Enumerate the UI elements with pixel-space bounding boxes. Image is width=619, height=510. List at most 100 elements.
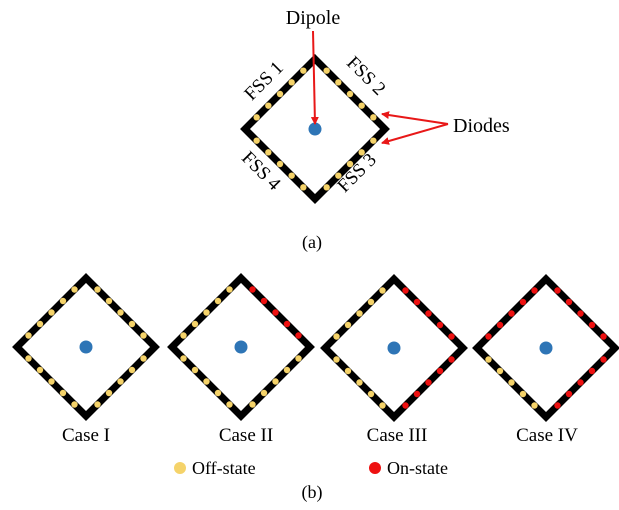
a-diode-off [300, 67, 307, 74]
case-1-diamond [12, 273, 160, 421]
case-2-diode-on [295, 332, 302, 339]
case-3-diode-on [425, 379, 432, 386]
case-3-diode-on [436, 321, 444, 329]
case-1-diode-off [71, 401, 78, 408]
legend-off-swatch [174, 462, 186, 474]
diodes-arrow-upper [381, 111, 449, 125]
caption-a: (a) [302, 232, 322, 253]
case-4-diode-on [600, 356, 607, 363]
a-diode-off [370, 114, 377, 121]
case-4-label: Case IV [516, 425, 578, 446]
legend-on-swatch [369, 462, 381, 474]
case-3-label: Case III [367, 425, 428, 446]
case-4-diode-off [496, 367, 504, 375]
case-2-diode-off [226, 401, 233, 408]
case-3-diode-off [344, 367, 352, 375]
a-diode-off [253, 114, 260, 121]
a-diode-off [358, 102, 365, 109]
case-4-diode-off [531, 402, 538, 409]
a-diode-off [346, 160, 354, 168]
case-4-diode-on [588, 321, 596, 329]
a-diode-off [265, 102, 272, 109]
case-1-diode-off [25, 355, 32, 362]
a-diode-off [358, 149, 365, 156]
case-3-diode-on [436, 367, 444, 375]
case-1-diode-off [36, 320, 44, 328]
case-3-diode-on [448, 333, 455, 340]
case-2-diode-on [260, 297, 268, 305]
case-1-diode-off [59, 389, 67, 397]
case-4-diode-on [554, 402, 561, 409]
a-diode-off [288, 172, 295, 179]
a-diode-off [276, 160, 284, 168]
legend-on-label: On-state [387, 458, 448, 478]
diodes-label: Diodes [453, 115, 510, 137]
a-diode-off [346, 90, 354, 98]
a-diode-off [265, 149, 272, 156]
a-diode-off [300, 184, 307, 191]
fss-4-label: FSS 4 [237, 147, 285, 195]
case-3-diode-on [448, 356, 455, 363]
case-2-diamond [167, 273, 315, 421]
case-2-diode-off [191, 366, 199, 374]
case-3-diode-on [402, 402, 409, 409]
case-4-diode-on [577, 310, 584, 317]
case-4-diode-on [565, 298, 573, 306]
a-dipole [308, 122, 322, 136]
case-4-diode-on [508, 310, 515, 317]
case-1-dipole [79, 340, 93, 354]
dipole-label: Dipole [286, 7, 341, 29]
case-1-diode-off [59, 297, 67, 305]
a-diode-off [276, 90, 284, 98]
case-2-diode-off [180, 332, 187, 339]
case-2-diode-on [272, 309, 279, 316]
a-diode-off [335, 79, 342, 86]
panel-b: Case I Case II Case III Case IV Off-stat… [12, 273, 619, 503]
case-4-diode-on [485, 333, 492, 340]
case-1-diode-off [117, 309, 124, 316]
case-3-diode-off [379, 287, 386, 294]
case-2-diode-off [203, 309, 210, 316]
case-2-diode-off [214, 389, 222, 397]
case-1-diode-off [48, 309, 55, 316]
case-4-diode-on [588, 367, 596, 375]
case-2-diode-off [283, 366, 291, 374]
case-4-diode-on [600, 333, 607, 340]
case-2-diode-off [295, 355, 302, 362]
case-1-diode-off [117, 378, 124, 385]
legend-off-label: Off-state [192, 458, 256, 478]
case-1-diode-off [105, 297, 113, 305]
case-3-diode-off [379, 402, 386, 409]
case-4-diode-off [485, 356, 492, 363]
case-4-dipole [539, 341, 553, 355]
case-2-label: Case II [219, 425, 273, 446]
case-2-diode-off [180, 355, 187, 362]
case-3-diode-off [367, 390, 375, 398]
a-diode-off [253, 137, 260, 144]
case-4-diode-on [531, 287, 538, 294]
case-4-diode-on [554, 287, 561, 294]
case-3-diode-on [425, 310, 432, 317]
case-1-label: Case I [62, 425, 110, 446]
case-1-diode-off [71, 286, 78, 293]
diamond-a [240, 54, 390, 204]
case-2-diode-off [272, 378, 279, 385]
case-4-diode-on [565, 390, 573, 398]
case-3-diode-on [402, 287, 409, 294]
case-3-diamond [320, 274, 468, 422]
case-1-diode-off [94, 286, 101, 293]
case-2-diode-on [249, 286, 256, 293]
case-2-diode-off [249, 401, 256, 408]
case-1-diode-off [128, 320, 136, 328]
case-4-diode-on [519, 298, 527, 306]
case-1-diode-off [36, 366, 44, 374]
case-3-diode-off [333, 356, 340, 363]
case-1-diode-off [25, 332, 32, 339]
case-3-diode-off [356, 310, 363, 317]
case-2-diode-off [203, 378, 210, 385]
case-3-diode-off [333, 333, 340, 340]
a-diode-off [370, 137, 377, 144]
case-2-diode-off [226, 286, 233, 293]
case-2-diode-off [191, 320, 199, 328]
case-1-diode-off [140, 332, 147, 339]
